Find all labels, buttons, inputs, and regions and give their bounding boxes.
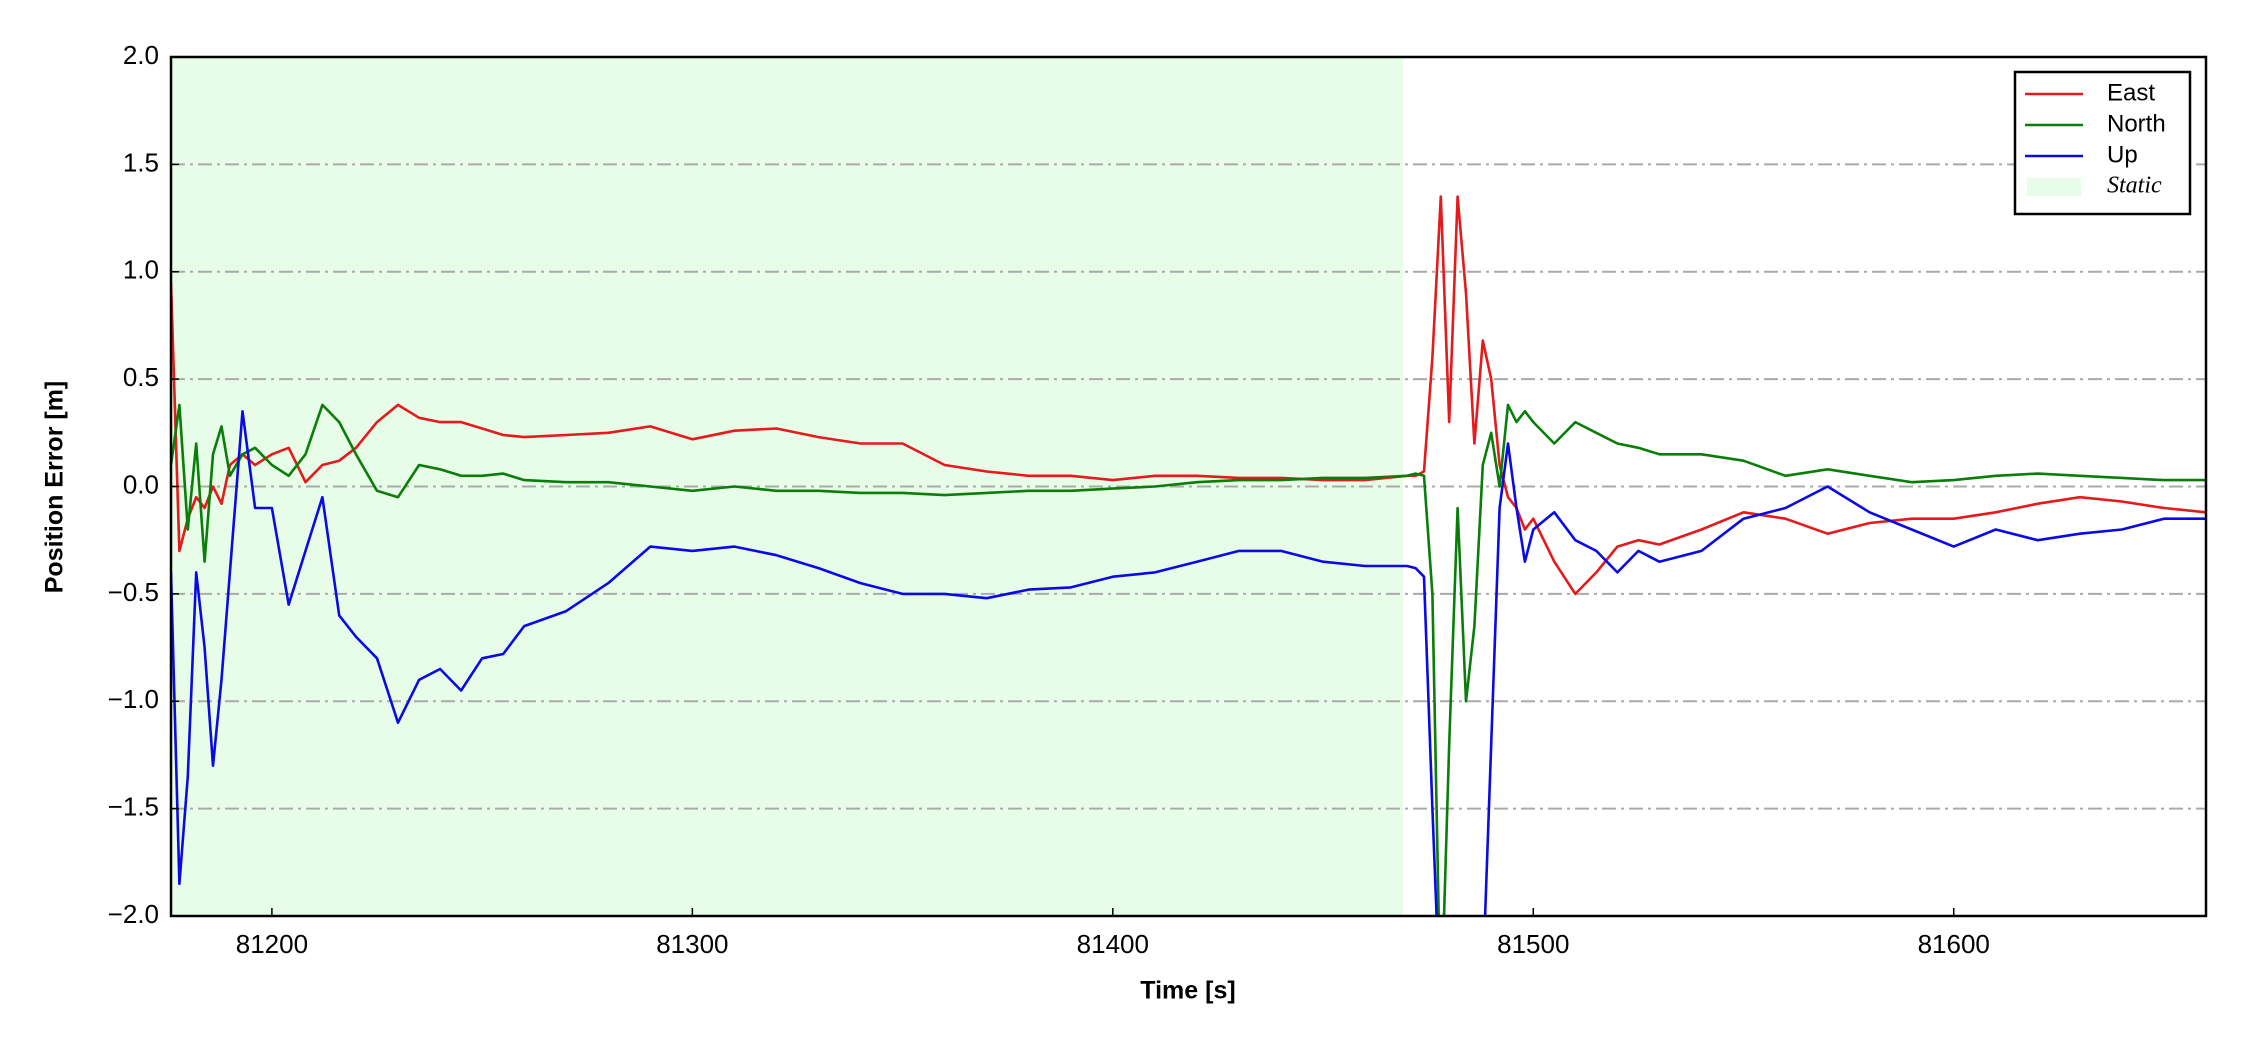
- legend-label: North: [2107, 110, 2166, 137]
- x-tick-label: 81400: [1077, 929, 1149, 959]
- y-tick-label: −1.0: [108, 684, 159, 714]
- y-tick-label: −1.5: [108, 792, 159, 822]
- plot-area: [171, 57, 2206, 916]
- y-tick-label: 0.0: [123, 469, 159, 499]
- x-axis-label: Time [s]: [1140, 977, 1235, 1005]
- legend-label: Up: [2107, 141, 2138, 168]
- y-tick-label: 0.5: [123, 362, 159, 392]
- y-axis-label: Position Error [m]: [41, 381, 69, 594]
- legend-label: Static: [2107, 173, 2162, 199]
- series-line: [171, 403, 2206, 916]
- y-tick-label: 1.0: [123, 255, 159, 285]
- x-tick-label: 81200: [236, 929, 308, 959]
- x-tick-label: 81300: [656, 929, 728, 959]
- y-tick-label: 1.5: [123, 147, 159, 177]
- legend-swatch: [2027, 178, 2081, 196]
- y-tick-label: −0.5: [108, 577, 159, 607]
- y-tick-label: −2.0: [108, 899, 159, 929]
- plot-frame: [169, 55, 2208, 918]
- legend-label: East: [2107, 79, 2155, 106]
- series-line: [171, 410, 2206, 916]
- series-line: [171, 195, 2206, 596]
- x-tick-label: 81600: [1918, 929, 1990, 959]
- y-tick-label: 2.0: [123, 40, 159, 70]
- x-tick-label: 81500: [1497, 929, 1569, 959]
